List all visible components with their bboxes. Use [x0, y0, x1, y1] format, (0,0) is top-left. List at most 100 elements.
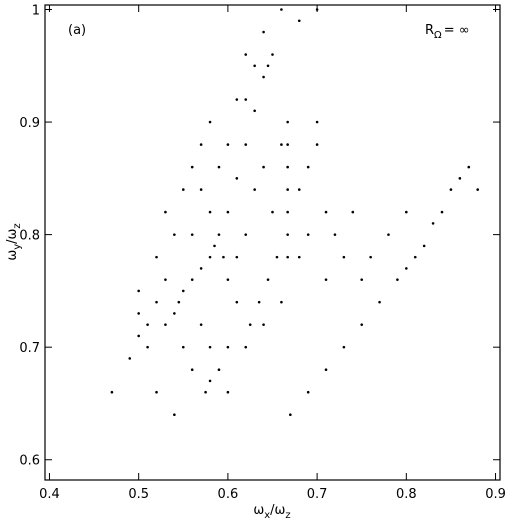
point — [146, 345, 149, 349]
point — [315, 143, 319, 146]
x-tick-label: 0.4 — [39, 487, 60, 502]
point — [204, 390, 207, 394]
point — [226, 345, 230, 349]
point — [181, 289, 185, 293]
point — [199, 143, 203, 146]
text-part: ω — [253, 503, 264, 518]
x-tick-label: 0.8 — [396, 487, 417, 502]
point — [173, 413, 176, 417]
point — [164, 210, 167, 214]
y-tick-label: 0.7 — [19, 341, 40, 356]
point — [286, 188, 289, 191]
x-tick-label: 0.9 — [485, 487, 506, 502]
text-part: /ω — [5, 229, 20, 244]
point — [248, 323, 252, 326]
point — [262, 30, 265, 34]
point — [280, 143, 283, 146]
point — [413, 255, 417, 259]
point — [324, 368, 328, 371]
point — [306, 165, 310, 169]
point — [213, 244, 216, 248]
point — [146, 323, 149, 326]
point — [253, 188, 256, 191]
point — [405, 210, 408, 214]
point — [286, 120, 289, 124]
point — [226, 390, 230, 394]
y-tick-label: 0.6 — [19, 454, 40, 469]
point — [271, 210, 274, 214]
point — [235, 255, 239, 259]
point — [208, 345, 212, 349]
point — [199, 323, 203, 326]
point — [369, 255, 372, 259]
point — [297, 255, 301, 259]
point — [286, 165, 289, 169]
point — [315, 120, 319, 124]
point — [297, 19, 301, 23]
point — [286, 255, 289, 259]
point — [155, 255, 158, 259]
point — [351, 210, 355, 214]
point — [190, 368, 194, 371]
point — [333, 233, 337, 236]
text-part: ω — [5, 250, 20, 261]
point — [342, 345, 346, 349]
point — [280, 300, 283, 304]
point — [208, 379, 212, 383]
point — [476, 188, 479, 191]
point — [253, 64, 256, 68]
x-tick-label: 0.5 — [128, 487, 149, 502]
point — [226, 143, 230, 146]
point — [199, 188, 203, 191]
point — [235, 98, 239, 101]
point — [324, 210, 328, 214]
point — [217, 233, 221, 236]
y-tick-label: 1 — [32, 4, 40, 19]
point — [262, 323, 265, 326]
x-tick-label: 0.6 — [218, 487, 239, 502]
text-part: = ∞ — [444, 23, 470, 38]
point — [360, 278, 364, 281]
point — [217, 165, 221, 169]
point — [181, 345, 185, 349]
point — [431, 222, 435, 225]
point — [458, 177, 462, 180]
point — [422, 244, 426, 248]
point — [222, 255, 225, 259]
text-part: /ω — [270, 503, 285, 518]
point — [208, 255, 212, 259]
point — [360, 323, 364, 326]
point — [289, 413, 292, 417]
point — [440, 210, 444, 214]
point — [324, 278, 328, 281]
point — [137, 289, 140, 293]
x-axis-label: ωx/ωz — [253, 503, 290, 520]
point — [405, 267, 408, 270]
text-part: z — [285, 510, 290, 520]
point — [387, 233, 390, 236]
text-part: z — [12, 223, 23, 228]
point — [244, 233, 248, 236]
point — [244, 143, 248, 146]
point — [286, 233, 289, 236]
point — [173, 312, 176, 315]
point — [271, 53, 274, 56]
text-part: x — [264, 510, 270, 520]
point — [173, 233, 176, 236]
point — [262, 165, 265, 169]
text-part: Ω — [434, 30, 442, 41]
point — [315, 8, 319, 11]
point — [226, 278, 230, 281]
point — [155, 390, 158, 394]
y-axis-label: ωy/ωz — [5, 223, 23, 260]
point — [244, 98, 248, 101]
point — [257, 300, 261, 304]
text-part: y — [12, 244, 23, 250]
point — [467, 165, 471, 169]
point — [190, 278, 194, 281]
point — [190, 165, 194, 169]
point — [137, 312, 140, 315]
legend-text: RΩ = ∞ — [425, 23, 470, 41]
point — [208, 120, 212, 124]
